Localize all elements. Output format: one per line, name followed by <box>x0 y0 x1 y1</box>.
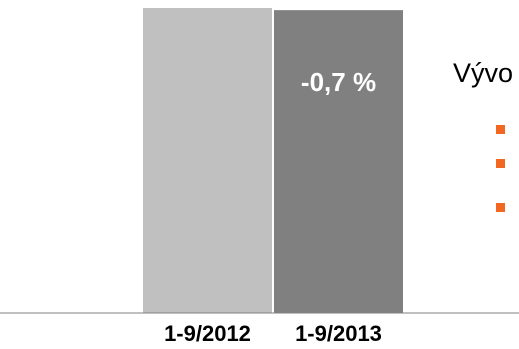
legend-bullet-3 <box>496 203 505 212</box>
legend-bullet-2 <box>496 159 505 168</box>
category-label-2: 1-9/2013 <box>295 321 382 346</box>
bar-2 <box>274 10 403 313</box>
legend-title: Vývo <box>453 58 514 88</box>
bar-1 <box>143 8 272 313</box>
legend-bullet-1 <box>496 125 505 134</box>
data-label-2: -0,7 % <box>301 67 376 97</box>
bar-group <box>143 8 403 313</box>
category-label-1: 1-9/2012 <box>164 321 251 346</box>
label-group: 1-9/2012 1-9/2013 -0,7 % <box>164 67 382 346</box>
